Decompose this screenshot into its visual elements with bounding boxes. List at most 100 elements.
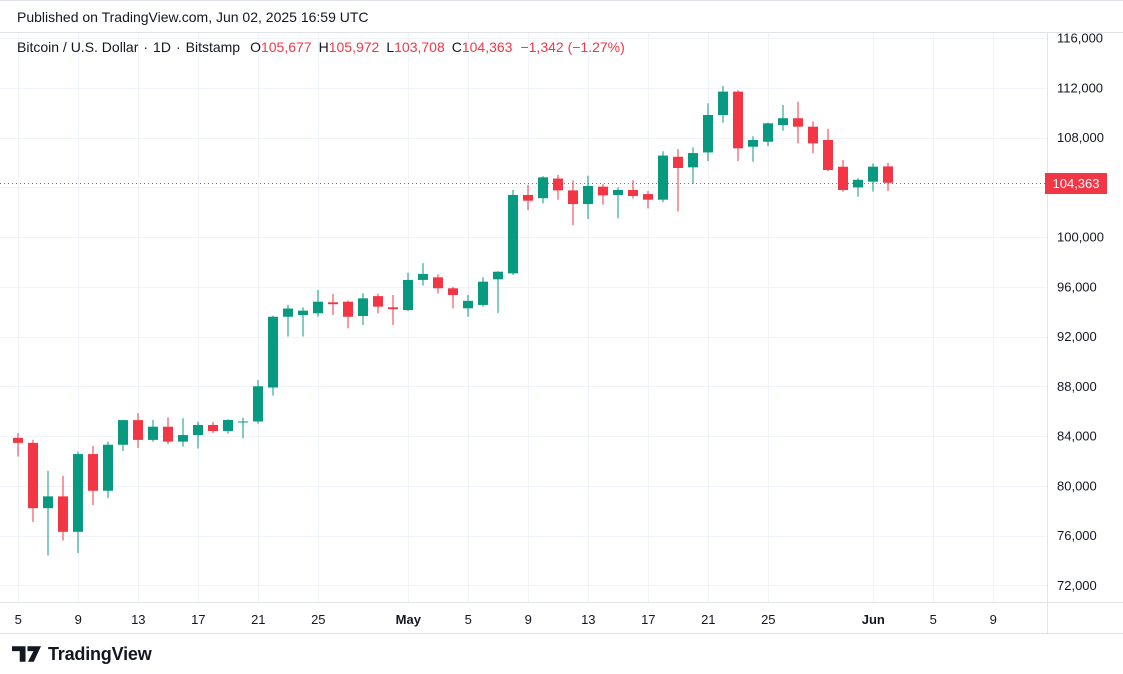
logo-wordmark: TradingView bbox=[48, 643, 152, 664]
candle bbox=[223, 419, 233, 434]
ohlc-l: L103,708 bbox=[386, 39, 445, 55]
symbol-name: Bitcoin / U.S. Dollar bbox=[17, 39, 139, 55]
candle-body bbox=[508, 194, 518, 274]
time-tick-label: 5 bbox=[465, 612, 472, 627]
time-tick-label: 17 bbox=[191, 612, 205, 627]
time-tick-label: 5 bbox=[930, 612, 937, 627]
candle-body bbox=[613, 190, 623, 195]
candle-body bbox=[478, 281, 488, 305]
price-tick-label: 88,000 bbox=[1057, 379, 1097, 394]
last-price-value: 104,363 bbox=[1053, 176, 1100, 191]
chart-interval: 1D bbox=[153, 39, 171, 55]
candle-body bbox=[133, 420, 143, 440]
candle-wick bbox=[677, 149, 679, 212]
candle bbox=[613, 187, 623, 219]
candle-body bbox=[463, 300, 473, 309]
candle bbox=[373, 293, 383, 314]
candle bbox=[538, 176, 548, 204]
candle bbox=[298, 307, 308, 337]
footer: TradingView bbox=[0, 634, 1123, 674]
price-tick-label: 80,000 bbox=[1057, 478, 1097, 493]
candle-body bbox=[13, 437, 23, 443]
candlestick-chart[interactable]: 116,000 112,000 108,000 100,000 96,000 92,000… bbox=[0, 31, 1123, 634]
candle-wick bbox=[197, 421, 199, 449]
candle bbox=[13, 432, 23, 457]
candle bbox=[328, 293, 338, 316]
candle-body bbox=[358, 298, 368, 317]
time-tick-label: 9 bbox=[525, 612, 532, 627]
candle-body bbox=[73, 454, 83, 532]
candle-body bbox=[163, 426, 173, 442]
chart-legend[interactable]: Bitcoin / U.S. Dollar · 1D · Bitstamp O105,67… bbox=[17, 39, 625, 55]
candle-body bbox=[28, 442, 38, 509]
candle bbox=[718, 86, 728, 123]
time-tick-label: 21 bbox=[251, 612, 265, 627]
candle bbox=[643, 190, 653, 209]
candle-body bbox=[178, 435, 188, 442]
candle bbox=[868, 163, 878, 192]
price-tick-label: 76,000 bbox=[1057, 528, 1097, 543]
candle-body bbox=[868, 166, 878, 182]
candle-body bbox=[523, 194, 533, 201]
published-text: Published on TradingView.com, Jun 02, 20… bbox=[17, 8, 369, 25]
candle bbox=[193, 421, 203, 449]
candle-body bbox=[538, 177, 548, 199]
candle bbox=[688, 147, 698, 185]
candle-body bbox=[313, 301, 323, 314]
price-tick-label: 92,000 bbox=[1057, 329, 1097, 344]
candle bbox=[598, 184, 608, 205]
time-tick-label: 25 bbox=[311, 612, 325, 627]
candle-body bbox=[433, 277, 443, 289]
candle bbox=[178, 418, 188, 447]
candle-wick bbox=[332, 293, 334, 316]
tradingview-logo-icon bbox=[12, 645, 41, 662]
candle bbox=[433, 274, 443, 294]
candle-body bbox=[823, 139, 833, 170]
candle bbox=[463, 294, 473, 317]
price-tick-label: 108,000 bbox=[1057, 130, 1104, 145]
candle bbox=[733, 90, 743, 162]
candle bbox=[28, 439, 38, 522]
candle-body bbox=[88, 454, 98, 491]
candle-wick bbox=[302, 307, 304, 337]
time-tick-label: 25 bbox=[761, 612, 775, 627]
candle-body bbox=[58, 496, 68, 532]
time-scale[interactable]: 5 9 13 17 21 25 May 5 9 13 17 21 25 Jun 5 9 bbox=[15, 612, 997, 627]
candle bbox=[523, 185, 533, 211]
ohlc-h: H105,972 bbox=[318, 39, 380, 55]
candle bbox=[448, 286, 458, 309]
candle bbox=[748, 136, 758, 162]
candle-wick bbox=[752, 136, 754, 162]
candle-wick bbox=[857, 178, 859, 197]
candle bbox=[313, 290, 323, 317]
candle bbox=[658, 151, 668, 203]
candle-body bbox=[703, 114, 713, 153]
candle bbox=[568, 180, 578, 226]
price-tick-label: 100,000 bbox=[1057, 230, 1104, 245]
candle-body bbox=[838, 166, 848, 191]
tradingview-logo[interactable]: TradingView bbox=[12, 644, 152, 665]
candle-body bbox=[238, 421, 248, 423]
candle-body bbox=[418, 273, 428, 280]
candle-body bbox=[268, 316, 278, 388]
ohlc-c: C104,363 bbox=[451, 39, 513, 55]
candle bbox=[238, 417, 248, 439]
candle-body bbox=[643, 194, 653, 200]
candle-body bbox=[148, 426, 158, 440]
candle bbox=[493, 271, 503, 313]
time-tick-label: 13 bbox=[581, 612, 595, 627]
candle-body bbox=[43, 496, 53, 509]
legend-separator: · bbox=[175, 39, 181, 55]
price-scale[interactable]: 116,000 112,000 108,000 100,000 96,000 92,000… bbox=[1057, 31, 1104, 593]
candle-body bbox=[193, 424, 203, 436]
candle bbox=[283, 304, 293, 337]
price-tick-label: 96,000 bbox=[1057, 279, 1097, 294]
time-tick-label: 9 bbox=[75, 612, 82, 627]
candle-body bbox=[688, 153, 698, 168]
published-bar: Published on TradingView.com, Jun 02, 20… bbox=[0, 1, 1123, 33]
candle-body bbox=[883, 166, 893, 183]
candle-body bbox=[283, 308, 293, 317]
candle-body bbox=[748, 139, 758, 147]
ohlc-o: O105,677 bbox=[250, 39, 312, 55]
candle bbox=[823, 128, 833, 172]
